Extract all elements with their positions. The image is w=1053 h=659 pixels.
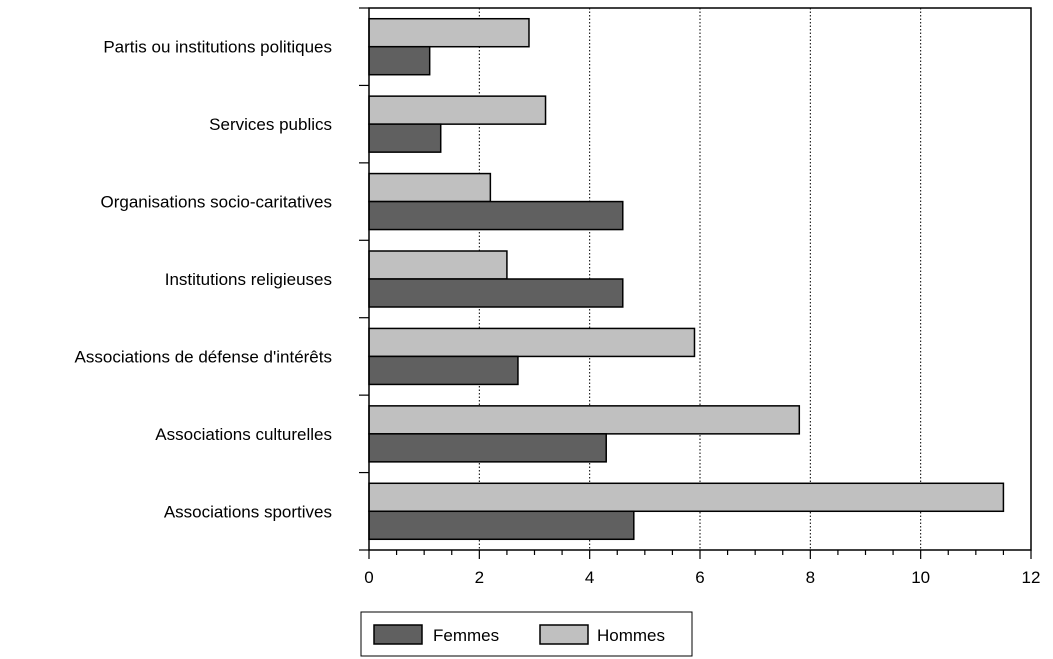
bar-hommes-3 — [368, 250, 508, 280]
category-label: Organisations socio-caritatives — [101, 193, 332, 212]
legend: Femmes Hommes — [360, 611, 693, 657]
legend-swatch-hommes — [539, 624, 589, 645]
x-tick-label: 6 — [695, 568, 704, 587]
bar-femmes-3 — [368, 278, 624, 308]
category-label: Institutions religieuses — [165, 270, 332, 289]
y-axis-ticks — [359, 7, 369, 551]
legend-swatch-femmes — [373, 624, 423, 645]
bar-hommes-5 — [368, 405, 801, 435]
x-tick-label: 10 — [911, 568, 930, 587]
category-labels: Partis ou institutions politiques Service… — [75, 38, 332, 522]
bar-femmes-4 — [368, 355, 519, 386]
category-label: Associations culturelles — [155, 425, 332, 444]
legend-label-hommes: Hommes — [597, 626, 665, 645]
bar-femmes-2 — [368, 200, 624, 231]
legend-label-femmes: Femmes — [433, 626, 499, 645]
x-tick-label: 2 — [475, 568, 484, 587]
x-tick-label: 0 — [364, 568, 373, 587]
bar-femmes-6 — [368, 510, 635, 541]
category-label: Services publics — [209, 115, 332, 134]
x-tick-label: 4 — [585, 568, 594, 587]
category-label: Associations de défense d'intérêts — [75, 347, 332, 366]
bar-hommes-2 — [368, 172, 492, 203]
x-tick-label: 12 — [1022, 568, 1041, 587]
bar-hommes-6 — [368, 482, 1005, 513]
category-label: Partis ou institutions politiques — [103, 38, 332, 57]
bar-hommes-1 — [368, 95, 547, 125]
x-tick-label: 8 — [806, 568, 815, 587]
bar-femmes-0 — [368, 45, 431, 76]
category-label: Associations sportives — [164, 502, 332, 521]
bar-femmes-5 — [368, 433, 607, 463]
bar-hommes-4 — [368, 327, 696, 358]
x-axis-ticks: 0 2 4 6 8 10 12 — [364, 550, 1040, 587]
bars — [368, 17, 1005, 541]
bar-hommes-0 — [368, 17, 530, 48]
bar-femmes-1 — [368, 123, 442, 153]
